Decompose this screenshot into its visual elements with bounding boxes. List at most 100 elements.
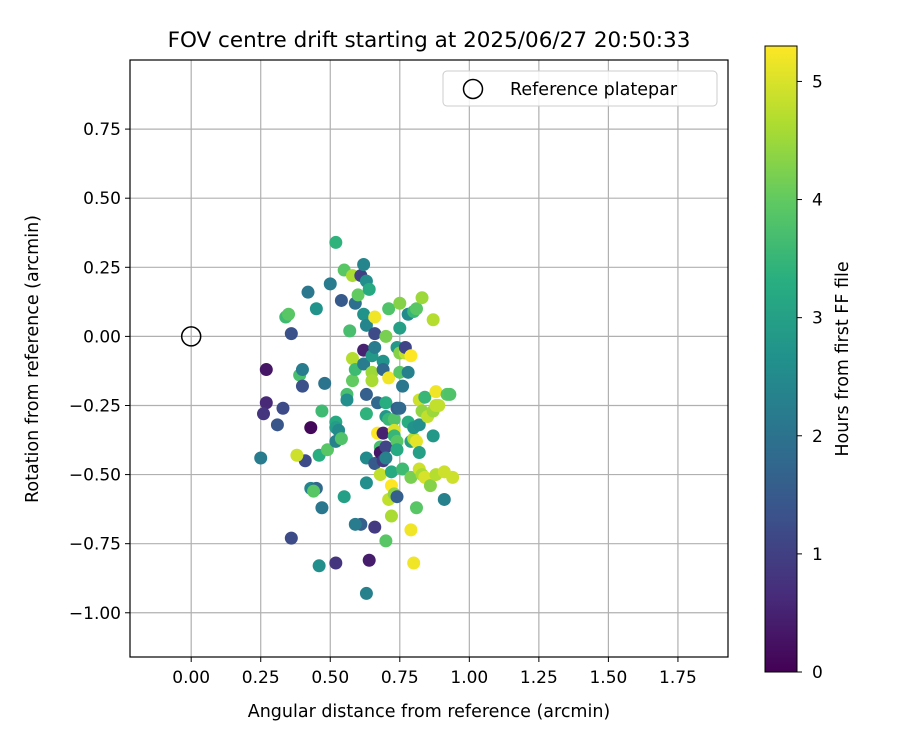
data-point <box>259 396 273 410</box>
data-point <box>393 321 407 335</box>
data-point <box>396 379 410 393</box>
data-point <box>418 390 432 404</box>
data-point <box>368 520 382 534</box>
data-point <box>359 476 373 490</box>
data-point <box>351 288 365 302</box>
data-point <box>304 421 318 435</box>
y-tick-label: −0.50 <box>69 466 121 486</box>
data-point <box>412 445 426 459</box>
data-point <box>437 492 451 506</box>
data-point <box>343 324 357 338</box>
data-point <box>357 258 371 272</box>
x-tick-label: 1.75 <box>659 668 697 688</box>
data-point <box>259 363 273 377</box>
colorbar-ticks: 0 1 2 3 4 5 <box>797 72 823 683</box>
y-tick-label: −0.75 <box>69 535 121 555</box>
data-point <box>393 401 407 415</box>
data-point <box>368 340 382 354</box>
data-point <box>346 352 360 365</box>
data-point <box>384 465 398 479</box>
x-tick-label: 1.50 <box>589 668 627 688</box>
data-point <box>309 302 323 316</box>
data-point <box>393 296 407 310</box>
data-point <box>407 556 421 570</box>
data-point <box>390 443 404 457</box>
data-point <box>301 285 315 299</box>
data-point <box>295 363 309 377</box>
colorbar-tick-label: 3 <box>812 309 823 329</box>
data-point <box>284 327 298 341</box>
data-point <box>276 401 290 415</box>
data-point <box>387 412 401 426</box>
data-point <box>365 374 379 388</box>
legend-box <box>442 70 718 107</box>
data-point <box>340 393 354 407</box>
data-point <box>334 432 348 446</box>
x-tick-label: 0.00 <box>172 668 210 688</box>
data-point <box>254 451 268 465</box>
colorbar-tick-label: 1 <box>812 545 823 565</box>
data-point <box>376 426 390 440</box>
colorbar: 0 1 2 3 4 5 Hours from first FF file <box>764 45 853 683</box>
x-axis-label: Angular distance from reference (arcmin) <box>248 702 611 722</box>
data-point <box>270 418 284 432</box>
grid-lines <box>130 60 728 657</box>
data-point <box>409 501 423 515</box>
data-point <box>362 553 376 567</box>
data-point <box>315 501 329 515</box>
data-point <box>404 470 418 484</box>
data-point <box>426 429 440 443</box>
data-point <box>390 490 404 504</box>
data-point <box>359 387 373 401</box>
data-points <box>254 235 460 600</box>
colorbar-tick-label: 4 <box>812 191 823 211</box>
data-point <box>359 586 373 600</box>
y-tick-label: 0.25 <box>83 258 121 278</box>
data-point <box>415 291 429 305</box>
y-tick-label: 0.75 <box>83 120 121 140</box>
data-point <box>329 235 343 249</box>
data-point <box>404 349 418 363</box>
data-point <box>295 379 309 393</box>
data-point <box>404 523 418 537</box>
data-point <box>379 396 393 410</box>
data-point <box>409 302 423 316</box>
colorbar-tick-label: 2 <box>812 427 823 447</box>
data-point <box>257 407 271 421</box>
data-point <box>334 293 348 307</box>
data-point <box>359 318 373 332</box>
data-point <box>379 329 393 343</box>
x-axis-ticks: 0.00 0.25 0.50 0.75 1.00 1.25 1.50 1.75 <box>172 657 697 688</box>
data-point <box>284 531 298 545</box>
data-point <box>401 365 415 379</box>
colorbar-label: Hours from first FF file <box>833 261 853 456</box>
y-tick-label: −0.25 <box>69 396 121 416</box>
data-point <box>359 407 373 421</box>
data-point <box>348 517 362 531</box>
colorbar-gradient <box>764 45 798 673</box>
data-point <box>318 376 332 390</box>
data-point <box>312 559 326 573</box>
colorbar-tick-label: 5 <box>812 72 823 92</box>
legend-reference-marker <box>462 78 484 100</box>
data-point <box>362 282 376 296</box>
y-tick-label: −1.00 <box>69 604 121 624</box>
colorbar-tick-label: 0 <box>812 663 823 683</box>
data-point <box>379 534 393 548</box>
data-point <box>282 307 296 321</box>
data-point <box>329 556 343 570</box>
data-point <box>373 468 387 482</box>
data-point <box>315 404 329 418</box>
data-point <box>379 440 393 454</box>
data-point <box>346 374 360 388</box>
plot-frame <box>129 59 729 658</box>
x-tick-label: 1.00 <box>450 668 488 688</box>
data-point <box>368 327 382 341</box>
legend-entry-reference: Reference platepar <box>510 80 678 100</box>
data-point <box>396 462 410 476</box>
y-tick-label: 0.50 <box>83 189 121 209</box>
data-point <box>384 509 398 523</box>
data-point <box>379 451 393 465</box>
data-point <box>412 418 426 432</box>
